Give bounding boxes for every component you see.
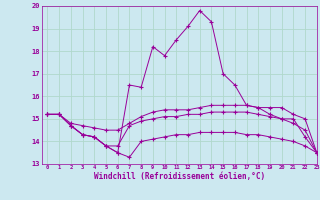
X-axis label: Windchill (Refroidissement éolien,°C): Windchill (Refroidissement éolien,°C) — [94, 172, 265, 181]
